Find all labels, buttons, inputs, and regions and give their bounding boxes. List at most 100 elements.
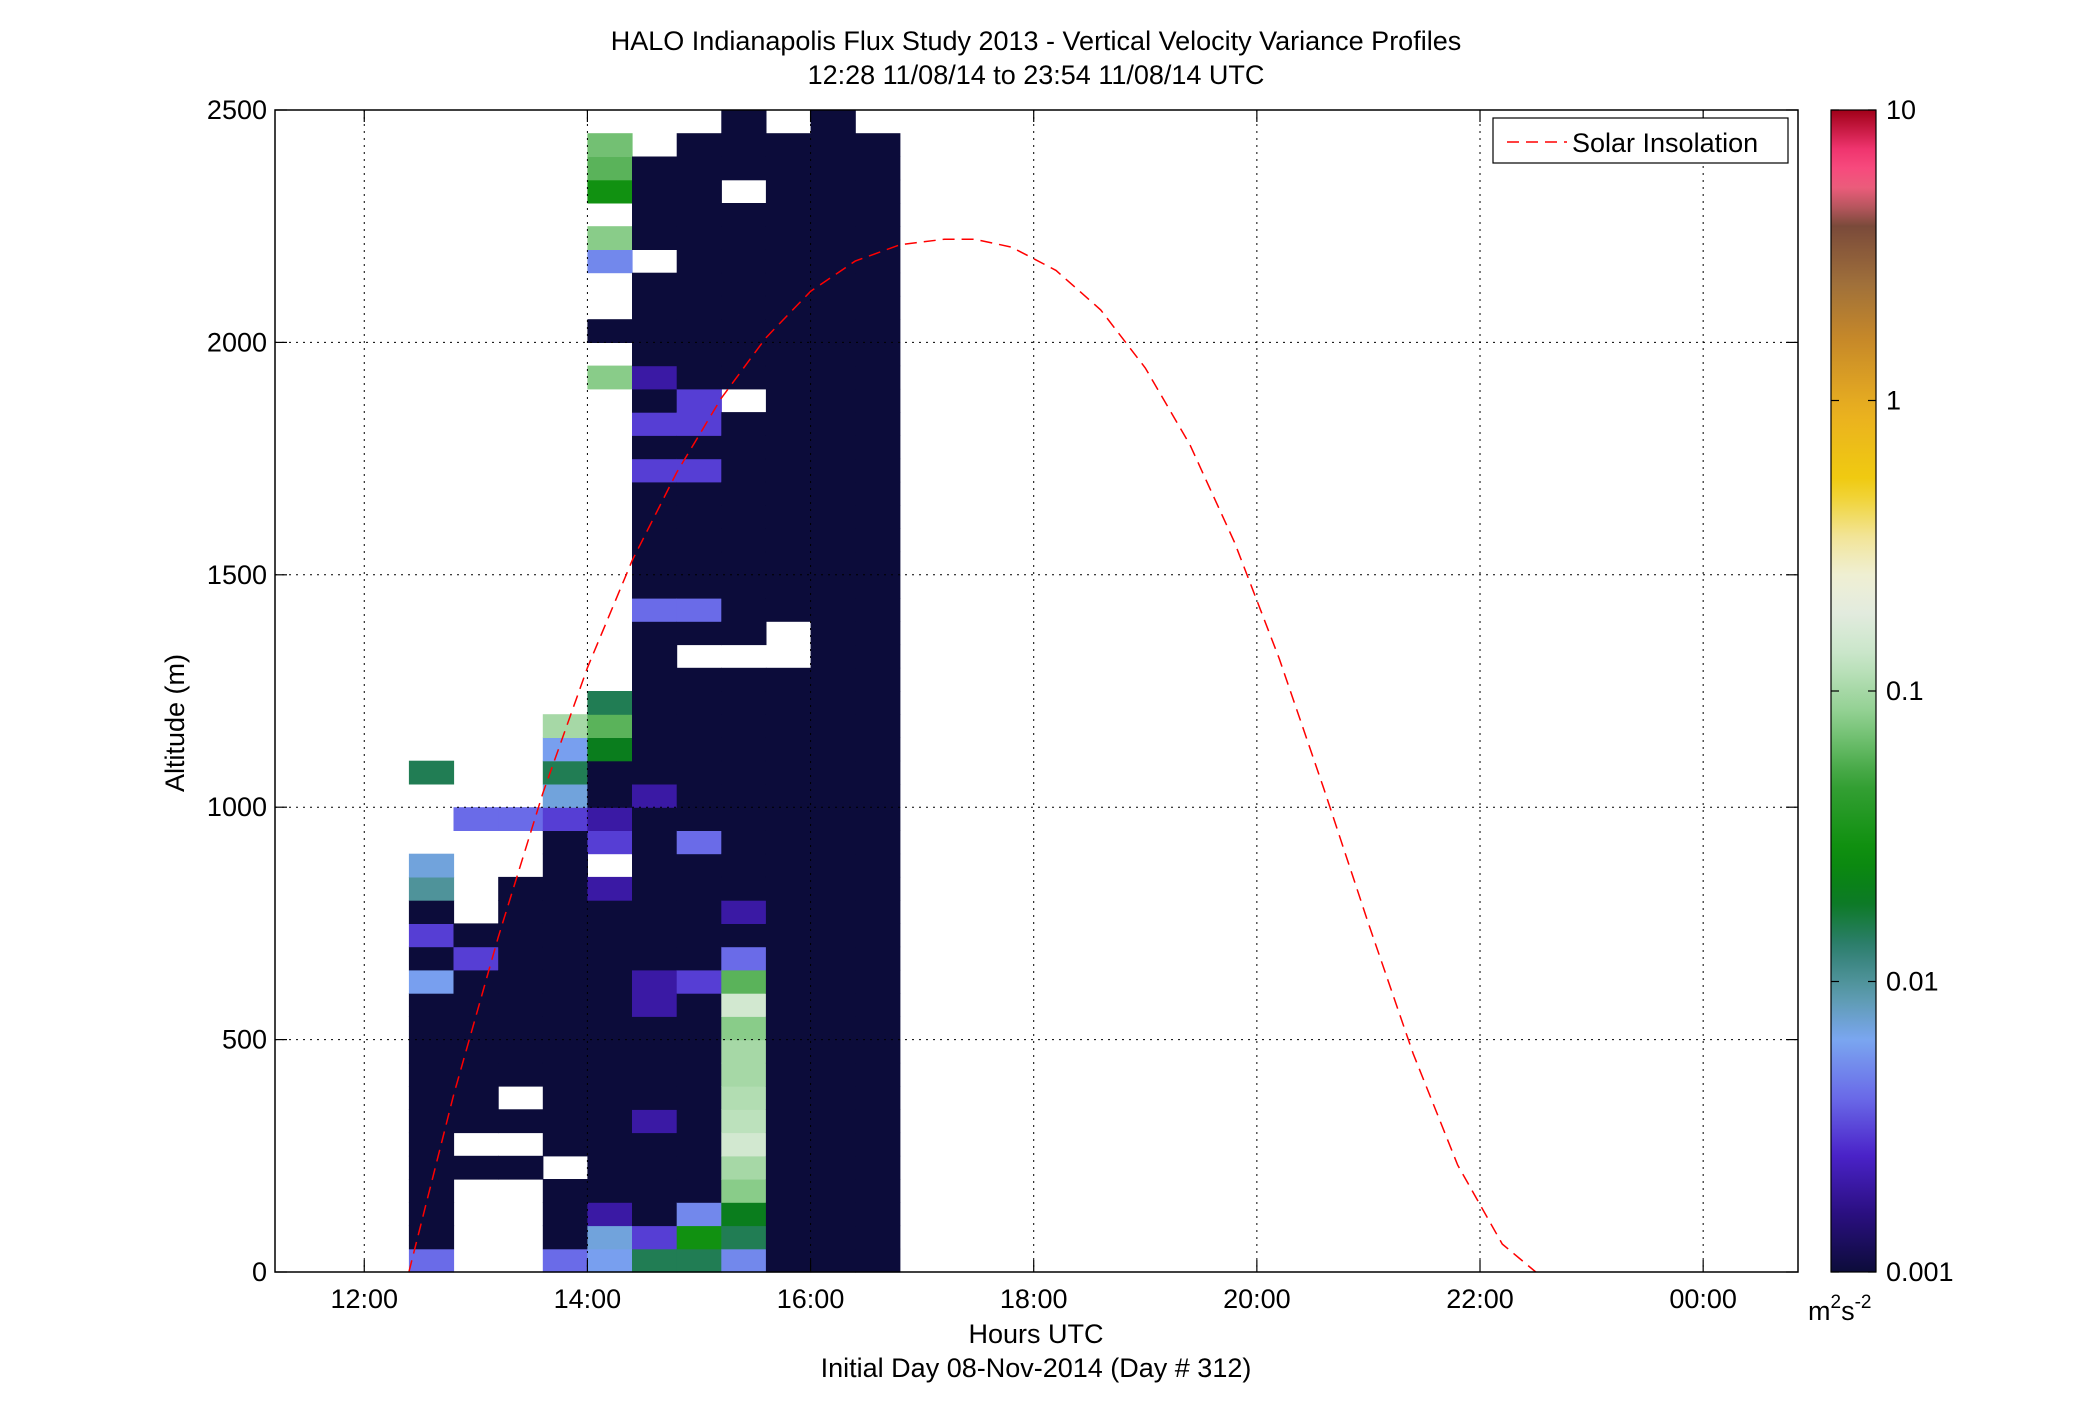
- heatmap-cell: [632, 458, 678, 483]
- heatmap-cell: [855, 667, 901, 692]
- heatmap-cell: [810, 993, 856, 1017]
- heatmap-cell: [453, 1086, 499, 1110]
- heatmap-cell: [498, 876, 544, 901]
- heatmap-cell: [542, 993, 588, 1017]
- heatmap-cell: [453, 946, 499, 971]
- heatmap-cell: [765, 667, 812, 692]
- heatmap-cell: [765, 1225, 812, 1250]
- heatmap-cell: [721, 853, 767, 878]
- y-tick-label: 1500: [207, 560, 267, 590]
- heatmap-cell: [632, 528, 678, 553]
- heatmap-cell: [721, 1179, 767, 1203]
- heatmap-cell: [676, 342, 722, 367]
- heatmap-cell: [721, 993, 767, 1017]
- colorbar-ticks: 10 1 0.1 0.01 0.001: [1831, 95, 1954, 1287]
- heatmap-cell: [676, 435, 722, 460]
- heatmap-cell: [587, 1086, 633, 1110]
- y-tick-label: 2500: [207, 95, 267, 125]
- heatmap-cell: [855, 876, 901, 901]
- heatmap-cell: [632, 1202, 678, 1227]
- heatmap-cell: [498, 946, 544, 971]
- heatmap-cell: [632, 1039, 678, 1064]
- heatmap-cell: [855, 1202, 901, 1227]
- heatmap-cell: [542, 969, 588, 994]
- heatmap-cell: [855, 574, 901, 599]
- heatmap-cell: [676, 853, 722, 878]
- heatmap-cell: [765, 1179, 812, 1203]
- heatmap-cell: [855, 714, 901, 738]
- heatmap-cell: [855, 1039, 901, 1064]
- heatmap-cell: [453, 1039, 499, 1064]
- heatmap-cell: [765, 1109, 812, 1134]
- heatmap-cell: [765, 923, 812, 948]
- heatmap-cell: [632, 923, 678, 948]
- heatmap-cell: [721, 481, 767, 506]
- heatmap-cell: [721, 574, 767, 599]
- heatmap-cell: [765, 1155, 812, 1180]
- heatmap-cell: [721, 714, 767, 738]
- heatmap-cell: [676, 319, 722, 343]
- heatmap-cell: [632, 598, 678, 622]
- heatmap-cell: [498, 923, 544, 948]
- heatmap-cell: [855, 807, 901, 831]
- heatmap-cell: [676, 458, 722, 483]
- heatmap-cell: [632, 993, 678, 1017]
- x-tick-label: 22:00: [1446, 1284, 1514, 1314]
- heatmap-cell: [632, 505, 678, 529]
- heatmap-cell: [676, 1132, 722, 1157]
- heatmap-cell: [721, 667, 767, 692]
- heatmap-cell: [408, 1062, 455, 1087]
- heatmap-cell: [765, 969, 812, 994]
- heatmap-cell: [676, 993, 722, 1017]
- heatmap-cell: [765, 993, 812, 1017]
- heatmap-cell: [542, 1016, 588, 1041]
- heatmap-cell: [810, 319, 856, 343]
- heatmap-cell: [810, 574, 856, 599]
- heatmap-cell: [632, 435, 678, 460]
- heatmap-cell: [587, 319, 633, 343]
- heatmap-cell: [855, 830, 901, 855]
- heatmap-cell: [721, 110, 767, 134]
- heatmap-cell: [676, 900, 722, 924]
- heatmap-cell: [810, 784, 856, 808]
- heatmap-cell: [676, 784, 722, 808]
- heatmap-cell: [810, 295, 856, 320]
- heatmap-cell: [765, 551, 812, 576]
- heatmap-cell: [855, 458, 901, 483]
- heatmap-cell: [810, 342, 856, 367]
- heatmap-cell: [587, 691, 633, 715]
- heatmap-cell: [632, 691, 678, 715]
- heatmap-cell: [587, 969, 633, 994]
- heatmap-cell: [855, 203, 901, 227]
- x-tick-label: 20:00: [1223, 1284, 1291, 1314]
- heatmap-cell: [542, 760, 588, 785]
- heatmap-cell: [587, 1016, 633, 1041]
- heatmap-cell: [810, 272, 856, 297]
- heatmap-cell: [855, 1225, 901, 1250]
- heatmap-cell: [632, 830, 678, 855]
- heatmap-cell: [587, 714, 633, 738]
- heatmap-cell: [453, 1155, 499, 1180]
- heatmap-cell: [765, 853, 812, 878]
- heatmap-cell: [721, 900, 767, 924]
- heatmap-cell: [676, 179, 722, 204]
- heatmap-cell: [765, 737, 812, 762]
- heatmap-cell: [810, 760, 856, 785]
- heatmap-cell: [855, 319, 901, 343]
- heatmap-cell: [587, 784, 633, 808]
- heatmap-cell: [721, 319, 767, 343]
- heatmap-cell: [676, 388, 722, 413]
- heatmap-cell: [855, 737, 901, 762]
- heatmap-cell: [632, 551, 678, 576]
- heatmap-cell: [721, 784, 767, 808]
- colorbar-tick-label: 1: [1886, 386, 1901, 416]
- chart-title: HALO Indianapolis Flux Study 2013 - Vert…: [611, 26, 1461, 56]
- x-tick-label: 12:00: [330, 1284, 398, 1314]
- heatmap-cell: [408, 1132, 455, 1157]
- heatmap-cell: [855, 644, 901, 669]
- heatmap-cell: [810, 156, 856, 181]
- heatmap-cell: [855, 1109, 901, 1134]
- heatmap-cell: [765, 946, 812, 971]
- colorbar-unit: m2s-2: [1808, 1292, 1871, 1326]
- heatmap-cell: [855, 900, 901, 924]
